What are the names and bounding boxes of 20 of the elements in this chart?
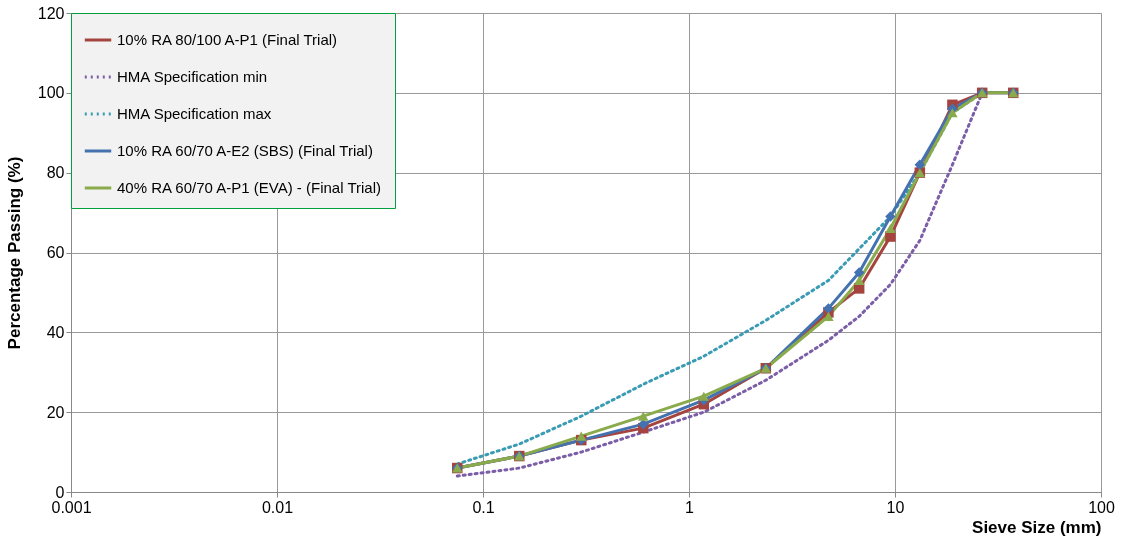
x-axis-title: Sieve Size (mm) bbox=[972, 517, 1102, 537]
x-tick-label: 1 bbox=[685, 498, 695, 516]
x-tick-label: 100 bbox=[1088, 498, 1115, 516]
x-tick-label: 0.1 bbox=[472, 498, 495, 516]
legend-label: 10% RA 60/70 A-E2 (SBS) (Final Trial) bbox=[117, 142, 373, 159]
y-tick-label: 100 bbox=[37, 84, 65, 102]
legend-label: HMA Specification max bbox=[117, 105, 272, 122]
y-tick-label: 40 bbox=[46, 323, 65, 341]
x-tick-label: 0.001 bbox=[51, 498, 92, 516]
y-tick-label: 60 bbox=[46, 244, 65, 261]
legend-label: 10% RA 80/100 A-P1 (Final Trial) bbox=[117, 31, 338, 48]
legend-label: HMA Specification min bbox=[117, 68, 268, 85]
y-tick-label: 80 bbox=[46, 164, 65, 182]
y-tick-label: 120 bbox=[37, 4, 65, 22]
y-tick-label: 20 bbox=[46, 403, 65, 421]
x-tick-label: 0.01 bbox=[261, 498, 294, 516]
x-tick-label: 10 bbox=[886, 498, 905, 516]
y-axis-title: Percentage Passing (%) bbox=[4, 156, 24, 350]
legend-label: 40% RA 60/70 A-P1 (EVA) - (Final Trial) bbox=[117, 179, 381, 196]
y-tick-label: 0 bbox=[55, 483, 65, 501]
